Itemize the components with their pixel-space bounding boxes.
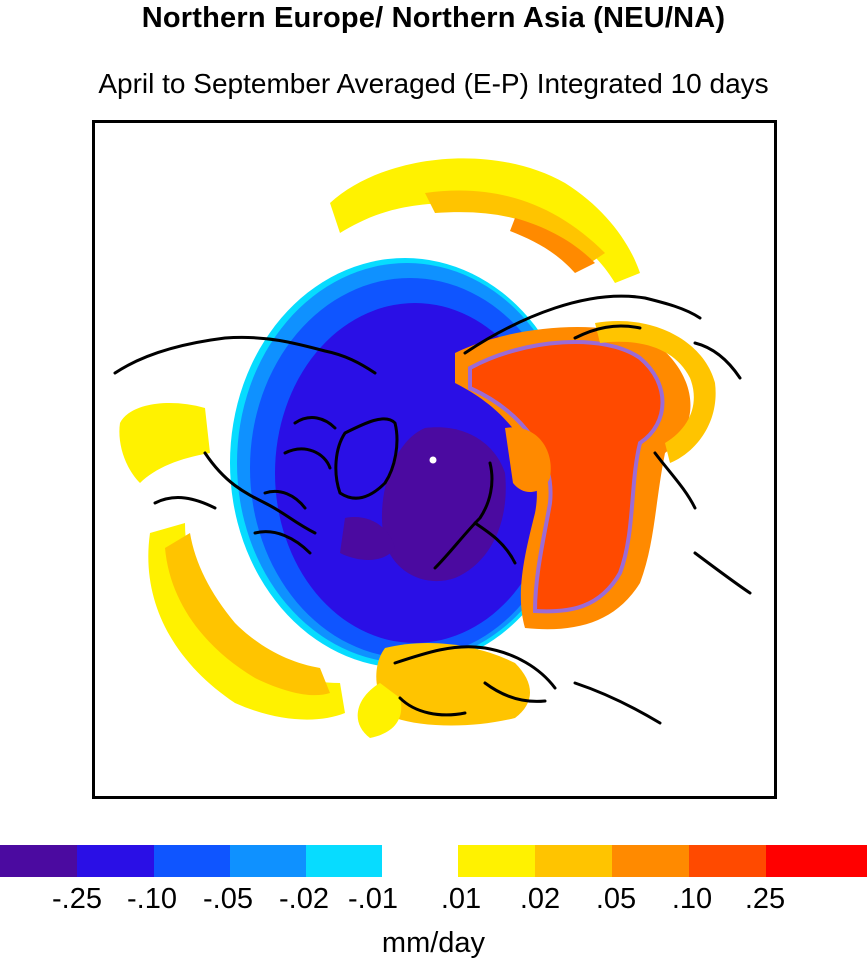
colorbar-cell-pos-3 bbox=[612, 845, 689, 877]
coast-greenland bbox=[334, 417, 399, 500]
yellow-patch-south bbox=[376, 643, 530, 726]
coast-asia-north bbox=[463, 294, 702, 355]
colorbar-cell-neg-5 bbox=[306, 845, 382, 877]
colorbar bbox=[0, 845, 867, 877]
polar-map bbox=[113, 158, 752, 738]
colorbar-cell-neg-3 bbox=[154, 845, 230, 877]
orange-arc-north bbox=[425, 190, 605, 263]
purple-core-2 bbox=[340, 517, 395, 560]
colorbar-tick-label: .25 bbox=[744, 883, 786, 915]
colorbar-cell-pos-1 bbox=[458, 845, 535, 877]
coast-asia-east bbox=[573, 451, 752, 725]
map-frame bbox=[92, 120, 777, 799]
orange-arc-west bbox=[165, 533, 330, 696]
coast-pacific-north bbox=[573, 324, 742, 380]
colorbar-tick-label: -.01 bbox=[348, 883, 398, 915]
colorbar-cell-pos-2 bbox=[535, 845, 612, 877]
coastlines bbox=[113, 294, 752, 725]
yellow-edge-east bbox=[595, 321, 716, 463]
coast-europe bbox=[393, 645, 557, 717]
colorbar-tick-label: .05 bbox=[595, 883, 637, 915]
colorbar-cell-pos-4 bbox=[689, 845, 766, 877]
colorbar-tick-label: .10 bbox=[671, 883, 713, 915]
colorbar-tick-label: .02 bbox=[519, 883, 561, 915]
map-subtitle: April to September Averaged (E-P) Integr… bbox=[98, 68, 769, 99]
coast-north-america bbox=[113, 335, 377, 535]
coast-arctic-islands bbox=[253, 416, 337, 555]
yellow-strip-south bbox=[357, 683, 402, 738]
red-orange-region-east bbox=[468, 339, 665, 614]
colorbar-tick-label: -.05 bbox=[203, 883, 253, 915]
colorbar-units: mm/day bbox=[381, 927, 486, 959]
orange-arc-north-inner bbox=[510, 218, 595, 273]
colorbar-tick-label: -.25 bbox=[52, 883, 102, 915]
coast-scandinavia bbox=[433, 461, 517, 570]
colorbar-cell-pos-5 bbox=[766, 845, 867, 877]
purple-core bbox=[381, 427, 506, 582]
yellow-patch-pacific bbox=[119, 403, 210, 483]
colorbar-cell-neg-4 bbox=[230, 845, 306, 877]
colorbar-cell-neg-2 bbox=[77, 845, 154, 877]
yellow-arc-west bbox=[148, 523, 345, 720]
map-title: Northern Europe/ Northern Asia (NEU/NA) bbox=[141, 2, 726, 34]
colorbar-tick-label: .01 bbox=[440, 883, 482, 915]
colorbar-cell-zero bbox=[382, 845, 458, 877]
yellow-arc-north bbox=[330, 158, 640, 283]
pole-marker bbox=[429, 456, 437, 464]
orange-blob-central bbox=[505, 427, 551, 493]
colorbar-cell-neg-1 bbox=[0, 845, 77, 877]
colorbar-tick-label: -.02 bbox=[279, 883, 329, 915]
colorbar-tick-label: -.10 bbox=[127, 883, 177, 915]
